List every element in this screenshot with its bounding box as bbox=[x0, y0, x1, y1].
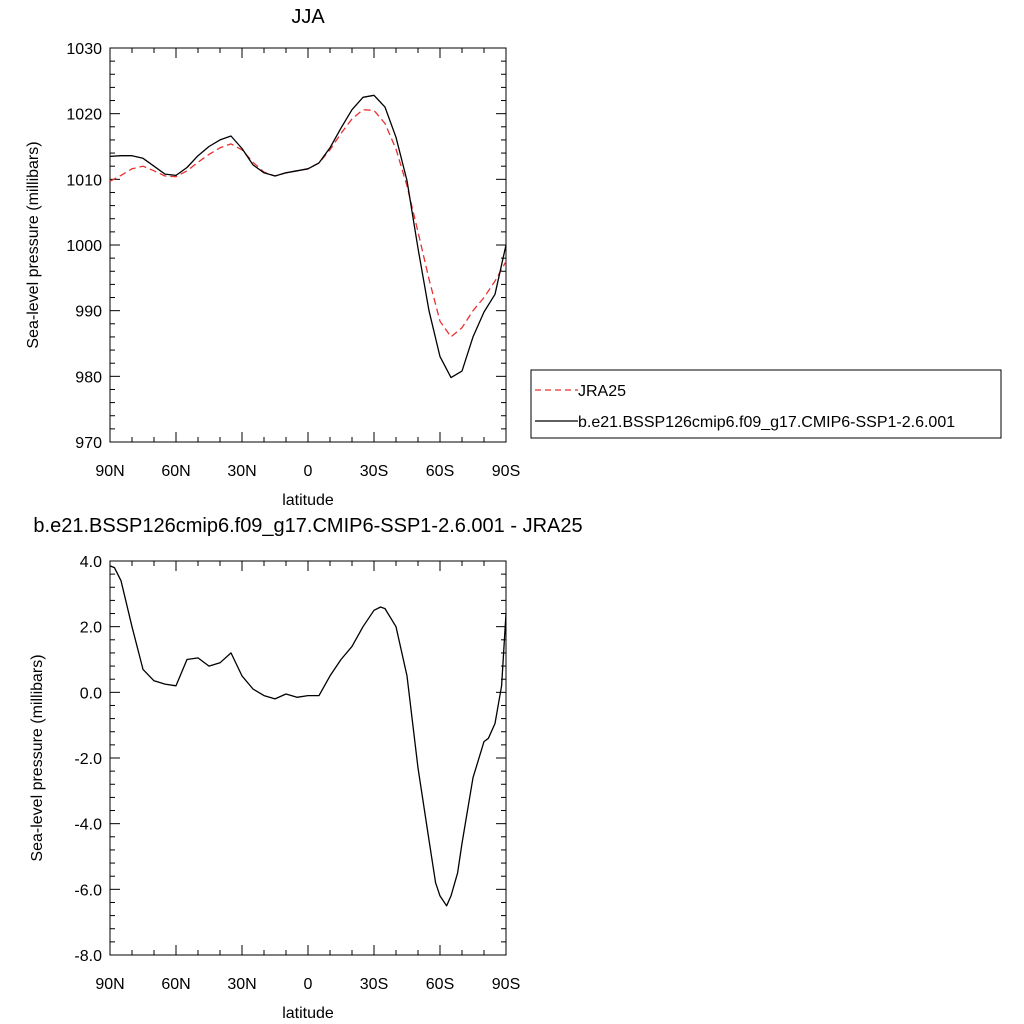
y-tick-label: 1020 bbox=[66, 107, 102, 124]
x-tick-label: 0 bbox=[304, 463, 313, 480]
series-line-0-0 bbox=[109, 109, 507, 338]
series-line-0-1 bbox=[109, 94, 507, 379]
bottom-x-axis-label: latitude bbox=[282, 1005, 334, 1022]
x-tick-label: 30S bbox=[360, 976, 388, 993]
y-tick-label: -8.0 bbox=[74, 948, 102, 965]
y-tick-label: 990 bbox=[75, 304, 102, 321]
x-tick-label: 60S bbox=[426, 463, 454, 480]
bottom-chart: b.e21.BSSP126cmip6.f09_g17.CMIP6-SSP1-2.… bbox=[29, 515, 583, 1022]
bottom-axis-ticks: 90N 60N 30N 0 30S 60S 90S -8.0 -6.0 -4.0 -2.0 0.0 2.… bbox=[74, 554, 520, 993]
x-tick-label: 60N bbox=[161, 976, 190, 993]
x-tick-label: 90N bbox=[95, 463, 124, 480]
top-series-lines bbox=[109, 94, 507, 379]
y-tick-label: -4.0 bbox=[74, 817, 102, 834]
x-tick-label: 0 bbox=[304, 976, 313, 993]
y-tick-label: 2.0 bbox=[80, 620, 102, 637]
x-tick-label: 90S bbox=[492, 976, 520, 993]
bottom-series-lines bbox=[109, 565, 507, 907]
x-tick-label: 60N bbox=[161, 463, 190, 480]
legend-entry-model: b.e21.BSSP126cmip6.f09_g17.CMIP6-SSP1-2.… bbox=[578, 414, 955, 431]
y-tick-label: 970 bbox=[75, 435, 102, 452]
top-chart-title: JJA bbox=[291, 6, 325, 28]
y-tick-label: -2.0 bbox=[74, 751, 102, 768]
y-tick-label: 1010 bbox=[66, 172, 102, 189]
top-x-axis-label: latitude bbox=[282, 492, 334, 509]
legend: JRA25 b.e21.BSSP126cmip6.f09_g17.CMIP6-S… bbox=[530, 369, 1002, 439]
top-axis-ticks: 90N 60N 30N 0 30S 60S 90S 970 980 990 1000 1010 1020… bbox=[66, 41, 520, 480]
x-tick-label: 30S bbox=[360, 463, 388, 480]
y-tick-label: 0.0 bbox=[80, 685, 102, 702]
x-tick-label: 90N bbox=[95, 976, 124, 993]
series-line-1-0 bbox=[109, 565, 507, 907]
bottom-chart-title: b.e21.BSSP126cmip6.f09_g17.CMIP6-SSP1-2.… bbox=[33, 515, 582, 537]
x-tick-label: 90S bbox=[492, 463, 520, 480]
x-tick-label: 60S bbox=[426, 976, 454, 993]
top-chart: JJA 90N 60N 30N 0 30S 60S 90S 970 980 990 1000 1010… bbox=[25, 6, 520, 509]
bottom-y-axis-label: Sea-level pressure (millibars) bbox=[29, 654, 46, 861]
y-tick-label: 1030 bbox=[66, 41, 102, 58]
legend-box bbox=[530, 369, 1002, 439]
x-tick-label: 30N bbox=[227, 463, 256, 480]
legend-entry-jra25: JRA25 bbox=[578, 383, 626, 400]
bottom-plot-frame bbox=[109, 560, 507, 956]
y-tick-label: 1000 bbox=[66, 238, 102, 255]
top-y-axis-label: Sea-level pressure (millibars) bbox=[25, 141, 42, 348]
y-tick-label: 4.0 bbox=[80, 554, 102, 571]
top-plot-frame bbox=[109, 47, 507, 443]
y-tick-label: 980 bbox=[75, 369, 102, 386]
x-tick-label: 30N bbox=[227, 976, 256, 993]
y-tick-label: -6.0 bbox=[74, 882, 102, 899]
